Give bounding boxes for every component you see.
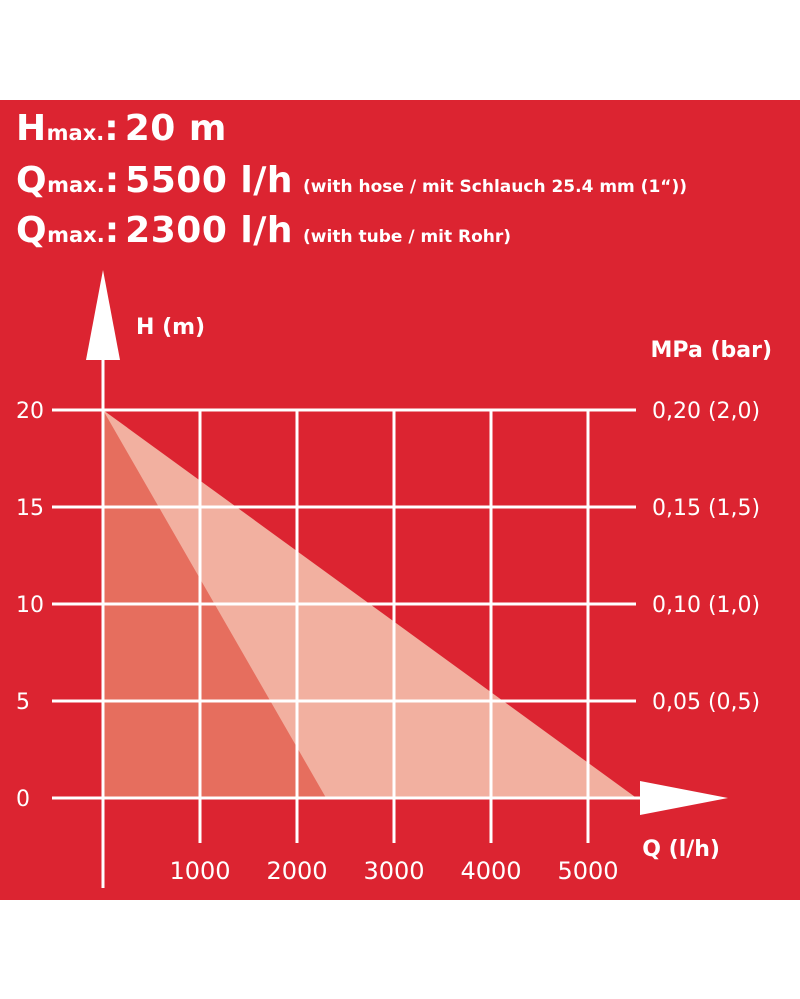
spec-symbol: H bbox=[16, 108, 47, 149]
spec-note: (with tube / mit Rohr) bbox=[303, 227, 512, 247]
x-tick-label: 2000 bbox=[266, 857, 327, 885]
x-axis-arrow bbox=[640, 781, 728, 815]
spec-value: 20 m bbox=[124, 108, 227, 149]
y-tick-label: 5 bbox=[16, 690, 30, 715]
y-axis-arrow bbox=[86, 270, 120, 360]
chart-axes bbox=[86, 270, 728, 888]
x-tick-label: 5000 bbox=[557, 857, 618, 885]
y-tick-label: 20 bbox=[16, 399, 44, 424]
spec-flow-max-hose: Qmax.: 5500 l/h (with hose / mit Schlauch… bbox=[16, 160, 687, 201]
y2-tick-label: 0,10 (1,0) bbox=[652, 593, 760, 618]
spec-subscript: max. bbox=[47, 223, 105, 247]
y2-tick-label: 0,15 (1,5) bbox=[652, 496, 760, 521]
y-tick-label: 10 bbox=[16, 593, 44, 618]
chart-labels: 0 5 10 15 20 0,05 (0,5) 0,10 (1,0) 0,15 (1,5) 0,… bbox=[16, 399, 760, 885]
x-tick-label: 1000 bbox=[169, 857, 230, 885]
y2-axis-label: MPa (bar) bbox=[651, 338, 772, 363]
spec-colon: : bbox=[104, 160, 120, 201]
y-tick-label: 15 bbox=[16, 496, 44, 521]
y2-tick-label: 0,05 (0,5) bbox=[652, 690, 760, 715]
chart-grid bbox=[52, 408, 640, 843]
spec-subscript: max. bbox=[46, 121, 105, 145]
spec-symbol: Q bbox=[16, 160, 48, 201]
spec-symbol: Q bbox=[16, 210, 48, 251]
spec-colon: : bbox=[104, 108, 120, 149]
spec-value: 5500 l/h bbox=[125, 160, 294, 201]
x-tick-label: 4000 bbox=[460, 857, 521, 885]
y2-tick-label: 0,20 (2,0) bbox=[652, 399, 760, 424]
x-axis-label: Q (l/h) bbox=[642, 837, 720, 862]
spec-colon: : bbox=[104, 210, 120, 251]
y-tick-label: 0 bbox=[16, 787, 30, 812]
x-tick-label: 3000 bbox=[363, 857, 424, 885]
y-axis-label: H (m) bbox=[136, 315, 205, 340]
spec-note: (with hose / mit Schlauch 25.4 mm (1“)) bbox=[303, 177, 687, 197]
spec-subscript: max. bbox=[47, 173, 105, 197]
spec-head-max: Hmax.: 20 m bbox=[16, 108, 227, 149]
spec-flow-max-tube: Qmax.: 2300 l/h (with tube / mit Rohr) bbox=[16, 210, 511, 251]
spec-value: 2300 l/h bbox=[125, 210, 294, 251]
